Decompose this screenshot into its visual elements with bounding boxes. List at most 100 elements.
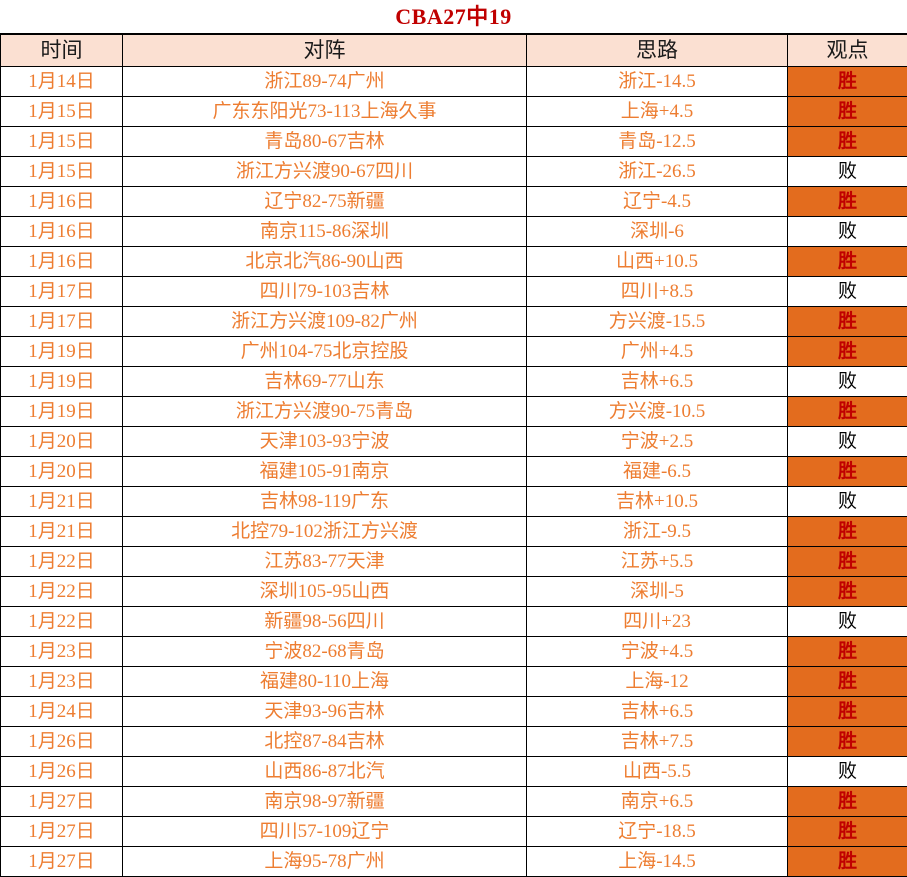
cell-match[interactable]: 山西86-87北汽 [123,757,527,787]
cell-idea[interactable]: 上海-14.5 [527,847,788,877]
cell-time[interactable]: 1月26日 [1,727,123,757]
cell-time[interactable]: 1月16日 [1,247,123,277]
cell-match[interactable]: 南京115-86深圳 [123,217,527,247]
cell-match[interactable]: 北京北汽86-90山西 [123,247,527,277]
cell-time[interactable]: 1月17日 [1,307,123,337]
cell-match[interactable]: 北控79-102浙江方兴渡 [123,517,527,547]
cell-time[interactable]: 1月23日 [1,667,123,697]
cell-idea[interactable]: 青岛-12.5 [527,127,788,157]
cell-idea[interactable]: 上海+4.5 [527,97,788,127]
cell-time[interactable]: 1月15日 [1,97,123,127]
cell-idea[interactable]: 吉林+6.5 [527,367,788,397]
cell-idea[interactable]: 浙江-9.5 [527,517,788,547]
cell-time[interactable]: 1月27日 [1,817,123,847]
cell-view[interactable]: 胜 [788,97,907,127]
cell-match[interactable]: 广州104-75北京控股 [123,337,527,367]
cell-view[interactable]: 胜 [788,577,907,607]
cell-view[interactable]: 败 [788,757,907,787]
cell-view[interactable]: 胜 [788,247,907,277]
cell-time[interactable]: 1月27日 [1,787,123,817]
cell-match[interactable]: 南京98-97新疆 [123,787,527,817]
cell-idea[interactable]: 方兴渡-15.5 [527,307,788,337]
cell-time[interactable]: 1月23日 [1,637,123,667]
cell-time[interactable]: 1月15日 [1,127,123,157]
cell-match[interactable]: 吉林98-119广东 [123,487,527,517]
cell-view[interactable]: 胜 [788,127,907,157]
cell-match[interactable]: 天津103-93宁波 [123,427,527,457]
cell-idea[interactable]: 浙江-26.5 [527,157,788,187]
cell-time[interactable]: 1月16日 [1,217,123,247]
cell-match[interactable]: 上海95-78广州 [123,847,527,877]
cell-match[interactable]: 浙江89-74广州 [123,67,527,97]
cell-view[interactable]: 胜 [788,457,907,487]
cell-time[interactable]: 1月26日 [1,757,123,787]
cell-time[interactable]: 1月21日 [1,517,123,547]
cell-view[interactable]: 败 [788,217,907,247]
cell-view[interactable]: 胜 [788,397,907,427]
cell-match[interactable]: 天津93-96吉林 [123,697,527,727]
cell-match[interactable]: 广东东阳光73-113上海久事 [123,97,527,127]
cell-match[interactable]: 深圳105-95山西 [123,577,527,607]
cell-view[interactable]: 胜 [788,517,907,547]
cell-time[interactable]: 1月15日 [1,157,123,187]
cell-view[interactable]: 败 [788,367,907,397]
cell-match[interactable]: 浙江方兴渡90-75青岛 [123,397,527,427]
cell-idea[interactable]: 江苏+5.5 [527,547,788,577]
cell-match[interactable]: 江苏83-77天津 [123,547,527,577]
cell-view[interactable]: 败 [788,157,907,187]
cell-time[interactable]: 1月24日 [1,697,123,727]
cell-idea[interactable]: 辽宁-4.5 [527,187,788,217]
cell-idea[interactable]: 南京+6.5 [527,787,788,817]
cell-match[interactable]: 浙江方兴渡90-67四川 [123,157,527,187]
cell-match[interactable]: 辽宁82-75新疆 [123,187,527,217]
cell-view[interactable]: 胜 [788,817,907,847]
cell-time[interactable]: 1月19日 [1,397,123,427]
cell-view[interactable]: 败 [788,427,907,457]
cell-idea[interactable]: 辽宁-18.5 [527,817,788,847]
cell-idea[interactable]: 四川+8.5 [527,277,788,307]
cell-view[interactable]: 胜 [788,637,907,667]
cell-match[interactable]: 青岛80-67吉林 [123,127,527,157]
cell-view[interactable]: 胜 [788,667,907,697]
cell-time[interactable]: 1月19日 [1,367,123,397]
cell-time[interactable]: 1月27日 [1,847,123,877]
cell-view[interactable]: 胜 [788,337,907,367]
cell-idea[interactable]: 宁波+2.5 [527,427,788,457]
cell-view[interactable]: 胜 [788,727,907,757]
cell-idea[interactable]: 上海-12 [527,667,788,697]
cell-time[interactable]: 1月21日 [1,487,123,517]
cell-time[interactable]: 1月22日 [1,547,123,577]
cell-view[interactable]: 胜 [788,847,907,877]
cell-view[interactable]: 胜 [788,307,907,337]
cell-idea[interactable]: 山西+10.5 [527,247,788,277]
cell-idea[interactable]: 深圳-5 [527,577,788,607]
cell-view[interactable]: 胜 [788,547,907,577]
cell-view[interactable]: 胜 [788,697,907,727]
cell-time[interactable]: 1月17日 [1,277,123,307]
cell-idea[interactable]: 四川+23 [527,607,788,637]
cell-time[interactable]: 1月20日 [1,457,123,487]
cell-match[interactable]: 四川79-103吉林 [123,277,527,307]
cell-idea[interactable]: 广州+4.5 [527,337,788,367]
cell-time[interactable]: 1月19日 [1,337,123,367]
cell-idea[interactable]: 吉林+10.5 [527,487,788,517]
cell-idea[interactable]: 福建-6.5 [527,457,788,487]
cell-match[interactable]: 福建105-91南京 [123,457,527,487]
cell-idea[interactable]: 方兴渡-10.5 [527,397,788,427]
cell-match[interactable]: 新疆98-56四川 [123,607,527,637]
cell-time[interactable]: 1月20日 [1,427,123,457]
cell-time[interactable]: 1月16日 [1,187,123,217]
cell-match[interactable]: 吉林69-77山东 [123,367,527,397]
cell-idea[interactable]: 吉林+6.5 [527,697,788,727]
cell-time[interactable]: 1月22日 [1,577,123,607]
cell-view[interactable]: 胜 [788,787,907,817]
cell-view[interactable]: 败 [788,607,907,637]
cell-match[interactable]: 四川57-109辽宁 [123,817,527,847]
cell-match[interactable]: 福建80-110上海 [123,667,527,697]
cell-view[interactable]: 胜 [788,67,907,97]
cell-view[interactable]: 败 [788,277,907,307]
cell-idea[interactable]: 深圳-6 [527,217,788,247]
cell-match[interactable]: 浙江方兴渡109-82广州 [123,307,527,337]
cell-time[interactable]: 1月22日 [1,607,123,637]
cell-match[interactable]: 宁波82-68青岛 [123,637,527,667]
